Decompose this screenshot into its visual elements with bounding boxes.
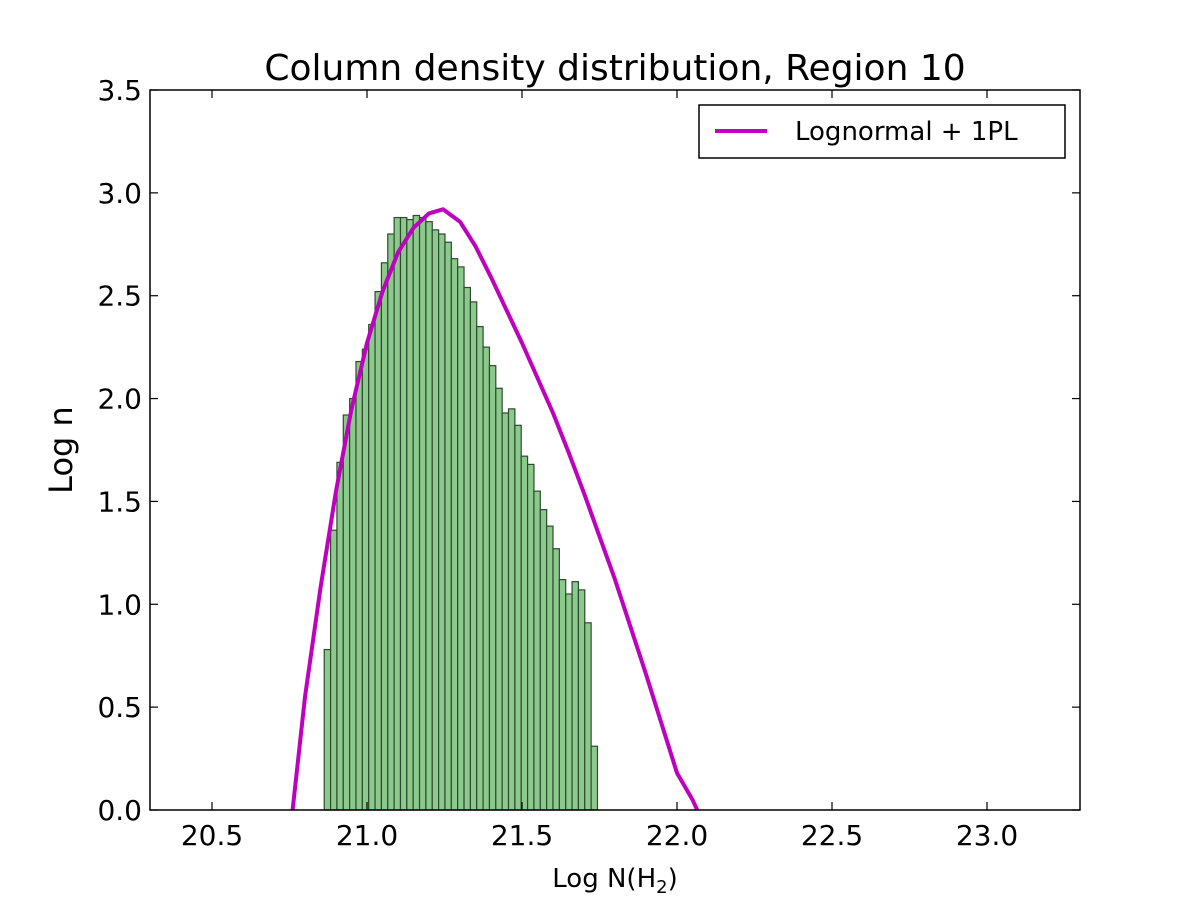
x-ticks: 20.5 21.0 21.5 22.0 22.5 23.0 bbox=[181, 90, 1018, 852]
histogram-bar bbox=[584, 622, 592, 811]
histogram-bar bbox=[361, 348, 370, 811]
y-tick-label: 1.0 bbox=[97, 588, 142, 621]
histogram-bar bbox=[329, 529, 338, 811]
histogram-bar bbox=[590, 745, 599, 811]
histogram-bar bbox=[571, 581, 580, 811]
y-tick-label: 0.5 bbox=[97, 691, 142, 724]
histogram-bar bbox=[558, 578, 567, 811]
histogram-bar bbox=[406, 219, 414, 811]
histogram-bar bbox=[533, 490, 541, 811]
histogram-bar bbox=[450, 258, 459, 811]
y-tick-label: 2.5 bbox=[97, 280, 142, 313]
legend: Lognormal + 1PL bbox=[698, 104, 1066, 159]
plot-frame bbox=[149, 89, 1081, 811]
histogram-bar bbox=[380, 262, 389, 811]
histogram-bar bbox=[387, 233, 395, 811]
x-tick-label: 21.0 bbox=[336, 819, 398, 852]
histogram-bar bbox=[412, 214, 421, 811]
histogram-bar bbox=[476, 325, 484, 811]
x-tick-label: 20.5 bbox=[181, 819, 243, 852]
histogram-bar bbox=[501, 412, 510, 811]
histogram-bar bbox=[539, 509, 548, 811]
histogram-bar bbox=[546, 525, 554, 811]
x-axis-label: Log N(H2) bbox=[552, 864, 677, 898]
histogram-bar bbox=[425, 221, 433, 811]
fit-line bbox=[290, 207, 700, 811]
y-tick-label: 2.0 bbox=[97, 383, 142, 416]
histogram-bar bbox=[514, 424, 522, 811]
histogram-bar bbox=[342, 414, 351, 811]
histogram-bar bbox=[495, 387, 503, 811]
y-tick-label: 1.5 bbox=[97, 485, 142, 518]
chart-title: Column density distribution, Region 10 bbox=[264, 48, 965, 89]
histogram-bar bbox=[520, 455, 529, 811]
x-tick-label: 22.0 bbox=[646, 819, 708, 852]
histogram-bar bbox=[355, 360, 363, 811]
y-tick-label: 3.0 bbox=[97, 177, 142, 210]
histogram-bar bbox=[399, 216, 408, 811]
x-tick-label: 21.5 bbox=[491, 819, 553, 852]
histogram-bar bbox=[577, 589, 586, 811]
histogram-bar bbox=[482, 346, 491, 811]
fit-line-group bbox=[290, 207, 700, 811]
y-tick-label: 3.5 bbox=[97, 74, 142, 107]
x-tick-label: 23.0 bbox=[956, 819, 1018, 852]
histogram-bar bbox=[444, 241, 452, 811]
x-tick-label: 22.5 bbox=[801, 819, 863, 852]
legend-label: Lognormal + 1PL bbox=[795, 117, 1018, 147]
histogram-bar bbox=[565, 593, 573, 811]
histogram-bar bbox=[368, 323, 376, 811]
y-axis-label: Log n bbox=[42, 406, 80, 494]
histogram-bar bbox=[431, 229, 440, 811]
y-ticks: 0.0 0.5 1.0 1.5 2.0 2.5 3.0 3.5 bbox=[97, 74, 1080, 827]
histogram-bar bbox=[457, 266, 465, 811]
x-axis-label-close: ) bbox=[668, 864, 678, 894]
histogram-bar bbox=[469, 301, 478, 811]
histogram-bar bbox=[349, 397, 357, 811]
histogram-bar bbox=[488, 365, 497, 811]
histogram-bar bbox=[323, 648, 332, 811]
y-tick-label: 0.0 bbox=[97, 794, 142, 827]
histogram-bar bbox=[463, 286, 471, 811]
x-axis-label-main: Log N(H bbox=[552, 864, 656, 894]
histogram-bar bbox=[374, 291, 383, 811]
histogram-bar bbox=[438, 233, 446, 811]
histogram-bar bbox=[336, 461, 344, 811]
histogram-bar bbox=[507, 408, 516, 811]
histogram-bar bbox=[418, 216, 427, 811]
histogram-bar bbox=[526, 463, 535, 811]
x-axis-label-subscript: 2 bbox=[656, 877, 667, 898]
histogram-bar bbox=[393, 216, 402, 811]
histogram-bar bbox=[552, 548, 560, 811]
